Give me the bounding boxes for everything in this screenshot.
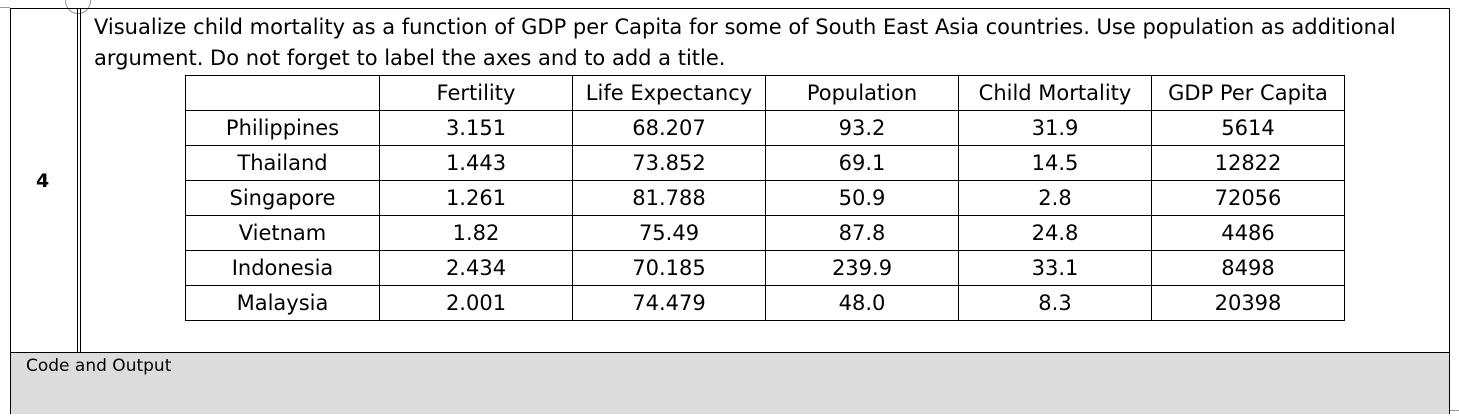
row-label-cell: Singapore xyxy=(185,180,380,216)
table-cell: 87.8 xyxy=(765,215,959,251)
table-cell: Life Expectancy xyxy=(572,75,766,111)
table-cell: 20398 xyxy=(1151,285,1345,321)
table-cell: 48.0 xyxy=(765,285,959,321)
table-cell: 1.261 xyxy=(379,180,573,216)
table-cell: 74.479 xyxy=(572,285,766,321)
table-cell: 239.9 xyxy=(765,250,959,286)
question-text: Visualize child mortality as a function … xyxy=(94,15,1396,70)
table-edge-mark xyxy=(1450,410,1459,411)
table-cell: 3.151 xyxy=(379,110,573,146)
row-label-cell: Philippines xyxy=(185,110,380,146)
table-cell: 31.9 xyxy=(958,110,1152,146)
table-cell: 8.3 xyxy=(958,285,1152,321)
table-cell: 33.1 xyxy=(958,250,1152,286)
table-cell: 70.185 xyxy=(572,250,766,286)
table-row: Malaysia 2.001 74.479 48.0 8.3 20398 xyxy=(185,285,1345,321)
table-header-row: Fertility Life Expectancy Population Child … xyxy=(185,75,1345,111)
code-output-label: Code and Output xyxy=(26,356,172,376)
table-cell: 12822 xyxy=(1151,145,1345,181)
table-cell: 50.9 xyxy=(765,180,959,216)
table-edge-mark xyxy=(0,7,10,8)
table-cell: Fertility xyxy=(379,75,573,111)
row-label-cell xyxy=(185,75,380,111)
row-label-cell: Malaysia xyxy=(185,285,380,321)
row-label-cell: Vietnam xyxy=(185,215,380,251)
table-cell: 2.434 xyxy=(379,250,573,286)
table-cell: 8498 xyxy=(1151,250,1345,286)
table-row: Thailand 1.443 73.852 69.1 14.5 12822 xyxy=(185,145,1345,181)
table-cell: 72056 xyxy=(1151,180,1345,216)
table-cell: 73.852 xyxy=(572,145,766,181)
data-table: Fertility Life Expectancy Population Child … xyxy=(185,75,1345,321)
table-cell: Population xyxy=(765,75,959,111)
number-column xyxy=(10,8,81,352)
table-cell: 68.207 xyxy=(572,110,766,146)
table-row: Vietnam 1.82 75.49 87.8 24.8 4486 xyxy=(185,215,1345,251)
table-cell: GDP Per Capita xyxy=(1151,75,1345,111)
table-cell: 4486 xyxy=(1151,215,1345,251)
row-number: 4 xyxy=(36,170,50,192)
table-row: Philippines 3.151 68.207 93.2 31.9 5614 xyxy=(185,110,1345,146)
table-cell: 2.8 xyxy=(958,180,1152,216)
table-cell: 81.788 xyxy=(572,180,766,216)
table-cell: 93.2 xyxy=(765,110,959,146)
table-cell: Child Mortality xyxy=(958,75,1152,111)
table-cell: 75.49 xyxy=(572,215,766,251)
table-row: Singapore 1.261 81.788 50.9 2.8 72056 xyxy=(185,180,1345,216)
row-label-cell: Indonesia xyxy=(185,250,380,286)
table-cell: 2.001 xyxy=(379,285,573,321)
table-row: Indonesia 2.434 70.185 239.9 33.1 8498 xyxy=(185,250,1345,286)
table-cell: 1.443 xyxy=(379,145,573,181)
row-label-cell: Thailand xyxy=(185,145,380,181)
code-output-section[interactable] xyxy=(11,352,1449,414)
table-cell: 24.8 xyxy=(958,215,1152,251)
table-cell: 1.82 xyxy=(379,215,573,251)
number-column-divider xyxy=(77,8,78,352)
table-cell: 14.5 xyxy=(958,145,1152,181)
table-cell: 5614 xyxy=(1151,110,1345,146)
table-cell: 69.1 xyxy=(765,145,959,181)
